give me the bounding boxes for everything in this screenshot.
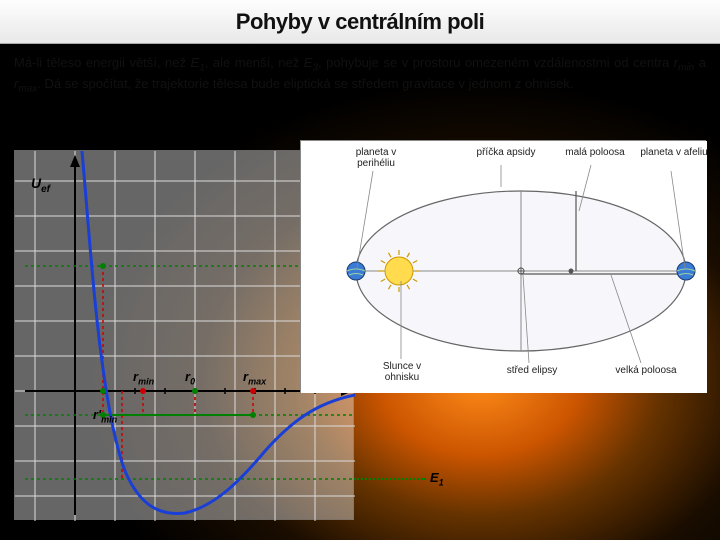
title-bar: Pohyby v centrálním poli — [0, 0, 720, 44]
ellipse-caption: příčka apsidy — [461, 147, 551, 158]
energy-line-extension — [354, 478, 426, 480]
x-tick-label: rmin — [133, 369, 154, 387]
x-tick-label: r0 — [185, 369, 195, 387]
ellipse-diagram-svg — [301, 141, 707, 393]
ellipse-caption: střed elipsy — [497, 365, 567, 376]
energy-label-e1: E1 — [430, 470, 444, 488]
ellipse-caption: Slunce v ohnisku — [367, 361, 437, 383]
ellipse-caption: planeta v afeliu — [639, 147, 709, 158]
y-axis-label: Uef — [31, 175, 50, 195]
intro-paragraph: Má-li těleso energii větší, než E1, ale … — [14, 54, 706, 96]
ellipse-diagram-panel: planeta v perihéliu příčka apsidy malá pol… — [300, 140, 706, 392]
page-title: Pohyby v centrálním poli — [236, 9, 484, 35]
x-tick-label: rmax — [243, 369, 266, 387]
ellipse-caption: malá poloosa — [555, 147, 635, 158]
x-tick-label: r'min — [93, 407, 117, 425]
ellipse-caption: planeta v perihéliu — [341, 147, 411, 169]
ellipse-caption: velká poloosa — [601, 365, 691, 376]
